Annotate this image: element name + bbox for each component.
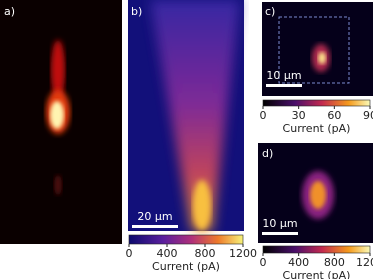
spot [312, 44, 330, 72]
roi [278, 16, 350, 84]
colorbar-tick-label: 60 [327, 109, 341, 122]
colorbar-tick-label: 0 [260, 256, 267, 269]
colorbar-label: Current (pA) [283, 269, 351, 279]
colorbar [262, 99, 371, 107]
colorbar-tick-label: 800 [195, 247, 216, 260]
spot [302, 171, 334, 219]
colorbar-label: Current (pA) [152, 260, 220, 273]
scale-bar [266, 84, 302, 87]
scale-bar-label: 20 µm [137, 210, 172, 223]
colorbar-label: Current (pA) [283, 122, 351, 135]
colorbar-tick-label: 90 [363, 109, 373, 122]
scale-bar-label: 10 µm [262, 217, 297, 230]
colorbar-tick-label: 30 [292, 109, 306, 122]
glow [46, 40, 70, 195]
colorbar-tick-label: 400 [288, 256, 309, 269]
colorbar-tick-label: 0 [126, 247, 133, 260]
panel-label: a) [4, 5, 15, 18]
colorbar-tick-label: 0 [260, 109, 267, 122]
colorbar-tick-label: 400 [157, 247, 178, 260]
scale-bar-label: 10 µm [266, 69, 301, 82]
scale-bar [262, 232, 298, 235]
panel-label: d) [262, 147, 273, 160]
colorbar-tick-label: 800 [324, 256, 345, 269]
panel-label: c) [265, 5, 275, 18]
panel-label: b) [131, 5, 142, 18]
plume [150, 0, 240, 231]
colorbar-tick-label: 1200 [356, 256, 373, 269]
colorbar [262, 245, 371, 254]
scale-bar [132, 225, 178, 228]
colorbar-tick-label: 1200 [229, 247, 257, 260]
colorbar [128, 234, 244, 245]
